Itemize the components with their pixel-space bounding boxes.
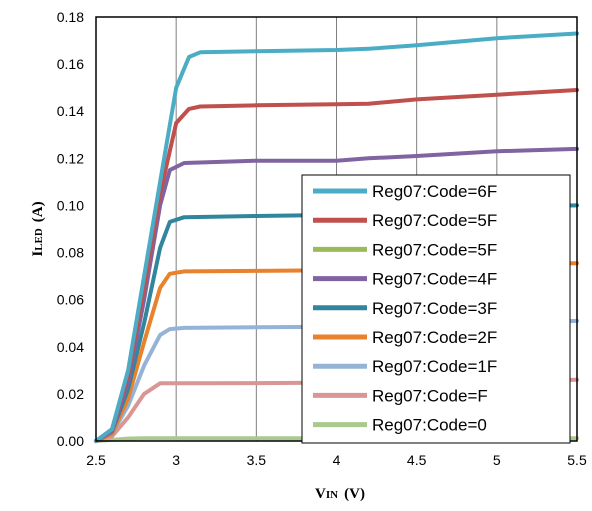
legend-label: Reg07:Code=6F xyxy=(372,182,497,201)
legend-label: Reg07:Code=2F xyxy=(372,328,497,347)
x-axis-title: VIN (V) xyxy=(315,486,365,502)
y-axis-title-main: I xyxy=(30,251,46,257)
legend-label: Reg07:Code=4F xyxy=(372,270,497,289)
series-line xyxy=(94,146,579,443)
legend-label: Reg07:Code=3F xyxy=(372,299,497,318)
y-tick-label: 0.10 xyxy=(57,197,84,213)
legend-label: Reg07:Code=5F xyxy=(372,211,497,230)
legend-label: Reg07:Code=1F xyxy=(372,357,497,376)
legend-items: Reg07:Code=6F Reg07:Code=5F Reg07:Code=5F R… xyxy=(313,182,497,435)
x-tick-label: 2.5 xyxy=(86,452,106,468)
x-tick-label: 5 xyxy=(493,452,501,468)
y-tick-label: 0.02 xyxy=(57,386,84,402)
y-tick-label: 0.06 xyxy=(57,292,84,308)
x-tick-label: 5.5 xyxy=(567,452,587,468)
legend-label: Reg07:Code=0 xyxy=(372,416,487,435)
x-tick-label: 4.5 xyxy=(407,452,427,468)
y-tick-label: 0.16 xyxy=(57,56,84,72)
y-tick-labels: 0.00 0.02 0.04 0.06 0.08 0.10 0.12 0.14 0.16 0.18 xyxy=(57,9,84,449)
y-axis-title: ILED (A) xyxy=(30,201,46,256)
y-tick-label: 0.18 xyxy=(57,9,84,25)
y-tick-label: 0.00 xyxy=(57,433,84,449)
series-line xyxy=(94,31,579,443)
x-tick-label: 4 xyxy=(333,452,341,468)
legend: Reg07:Code=6F Reg07:Code=5F Reg07:Code=5F R… xyxy=(301,174,571,444)
x-tick-labels: 2.5 3 3.5 4 4.5 5 5.5 xyxy=(86,452,587,468)
legend-label: Reg07:Code=5F xyxy=(372,240,497,259)
x-axis-title-unit: (V) xyxy=(344,486,365,502)
x-axis-title-sub: IN xyxy=(326,489,338,501)
legend-label: Reg07:Code=F xyxy=(372,386,488,405)
y-tick-label: 0.04 xyxy=(57,339,84,355)
y-tick-label: 0.14 xyxy=(57,103,84,119)
y-axis-title-sub: LED xyxy=(33,228,45,251)
x-tick-label: 3.5 xyxy=(247,452,267,468)
y-tick-label: 0.12 xyxy=(57,150,84,166)
y-axis-title-unit: (A) xyxy=(30,201,46,222)
y-tick-label: 0.08 xyxy=(57,245,84,261)
x-tick-label: 3 xyxy=(172,452,180,468)
x-axis-title-main: V xyxy=(315,486,326,502)
